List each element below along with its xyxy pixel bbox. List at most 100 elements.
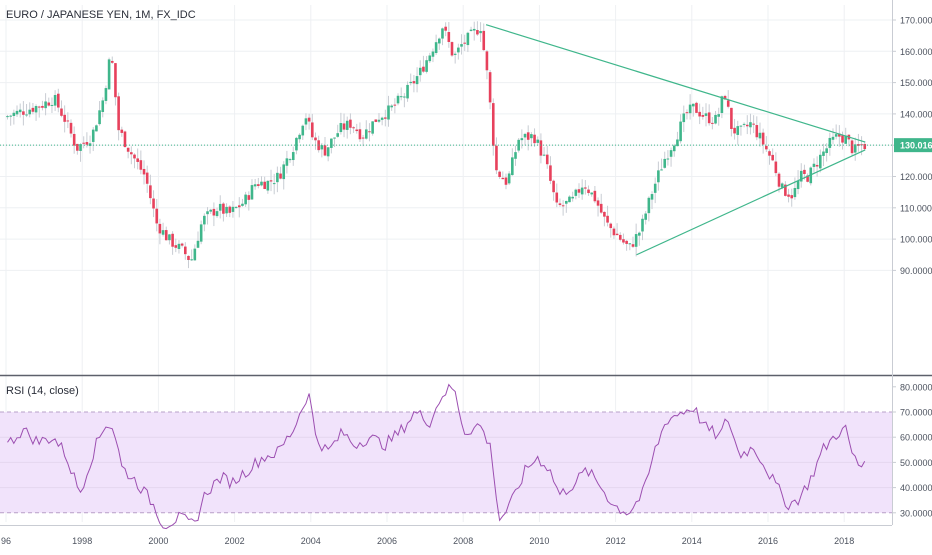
candle-body xyxy=(41,105,44,108)
candle-body xyxy=(377,119,381,122)
candle-body xyxy=(815,164,819,167)
candle-body xyxy=(863,143,867,150)
candle-body xyxy=(418,67,422,76)
candle-body xyxy=(717,114,720,117)
candle-body xyxy=(393,104,397,106)
candle-body xyxy=(736,126,740,135)
candle-body xyxy=(777,173,781,187)
candle-body xyxy=(720,96,724,114)
candle-body xyxy=(95,125,98,132)
candle-body xyxy=(844,135,847,144)
candle-body xyxy=(841,135,844,143)
candle-body xyxy=(768,151,771,156)
candle-body xyxy=(380,117,384,120)
chart-title: EURO / JAPANESE YEN, 1M, FX_IDC xyxy=(6,9,196,21)
candle-body xyxy=(390,105,393,108)
rsi-tick-label: 30.0000 xyxy=(900,508,932,518)
candle-body xyxy=(685,112,689,114)
candle-body xyxy=(853,144,857,153)
price-tick-label: 170.0000 xyxy=(900,16,932,26)
candle-body xyxy=(272,183,276,185)
candle-body xyxy=(415,76,419,85)
trendline xyxy=(636,149,866,256)
candle-body xyxy=(653,183,657,193)
candle-body xyxy=(733,127,736,134)
candle-body xyxy=(523,133,527,138)
candle-body xyxy=(698,111,701,117)
candle-body xyxy=(339,123,343,133)
candle-body xyxy=(314,137,317,141)
candle-body xyxy=(434,42,438,54)
candle-body xyxy=(622,239,625,243)
candle-body xyxy=(364,129,368,139)
candle-body xyxy=(631,244,635,247)
candle-body xyxy=(520,138,524,141)
candle-body xyxy=(641,218,644,232)
candle-body xyxy=(552,180,555,193)
candle-body xyxy=(663,158,667,168)
candle-body xyxy=(228,206,232,213)
candle-body xyxy=(161,230,165,235)
candle-body xyxy=(834,134,838,137)
candle-body xyxy=(482,30,486,51)
candle-body xyxy=(672,145,676,152)
candle-body xyxy=(12,112,16,116)
candle-body xyxy=(799,170,803,182)
candle-body xyxy=(723,95,727,100)
candle-body xyxy=(333,137,336,139)
candle-body xyxy=(222,203,225,214)
candles-group xyxy=(6,21,867,269)
candle-body xyxy=(104,88,108,101)
candle-body xyxy=(355,129,359,132)
candle-body xyxy=(79,144,82,151)
candle-body xyxy=(374,119,378,122)
candle-body xyxy=(72,133,76,146)
candle-body xyxy=(599,203,603,213)
candle-body xyxy=(177,243,181,250)
candle-body xyxy=(22,111,25,115)
candle-body xyxy=(850,140,854,154)
rsi-title: RSI (14, close) xyxy=(6,385,79,397)
candle-body xyxy=(174,245,178,248)
time-tick-label: 2006 xyxy=(377,536,397,546)
candle-body xyxy=(34,106,38,113)
candle-body xyxy=(266,180,270,191)
candle-body xyxy=(657,170,660,183)
time-tick-label: 96 xyxy=(1,536,11,546)
candle-body xyxy=(428,55,432,62)
candle-body xyxy=(196,240,200,248)
candle-body xyxy=(342,123,346,130)
candle-body xyxy=(514,152,517,159)
candle-body xyxy=(761,132,765,145)
candle-body xyxy=(590,192,593,195)
candle-body xyxy=(98,110,101,125)
candle-body xyxy=(311,122,314,138)
candle-body xyxy=(117,96,120,131)
candle-body xyxy=(142,168,146,175)
candle-body xyxy=(739,125,743,127)
candle-body xyxy=(320,145,324,150)
price-tick-label: 100.0000 xyxy=(900,235,932,245)
candle-body xyxy=(184,246,187,255)
candle-body xyxy=(450,42,454,56)
candle-body xyxy=(301,125,305,136)
candle-body xyxy=(6,116,9,118)
candle-body xyxy=(279,173,282,179)
candle-body xyxy=(774,161,778,174)
candle-body xyxy=(345,120,349,130)
time-tick-label: 2008 xyxy=(453,536,473,546)
candle-body xyxy=(711,122,714,124)
candle-body xyxy=(688,104,692,114)
price-tick-label: 120.0000 xyxy=(900,172,932,182)
candle-body xyxy=(91,129,95,142)
price-tick-label: 110.0000 xyxy=(900,203,932,213)
candle-body xyxy=(107,59,111,90)
candle-body xyxy=(164,230,168,241)
candle-body xyxy=(676,139,679,147)
candle-body xyxy=(209,209,212,212)
candle-body xyxy=(63,114,66,122)
candle-body xyxy=(453,53,457,55)
candle-body xyxy=(237,205,241,208)
